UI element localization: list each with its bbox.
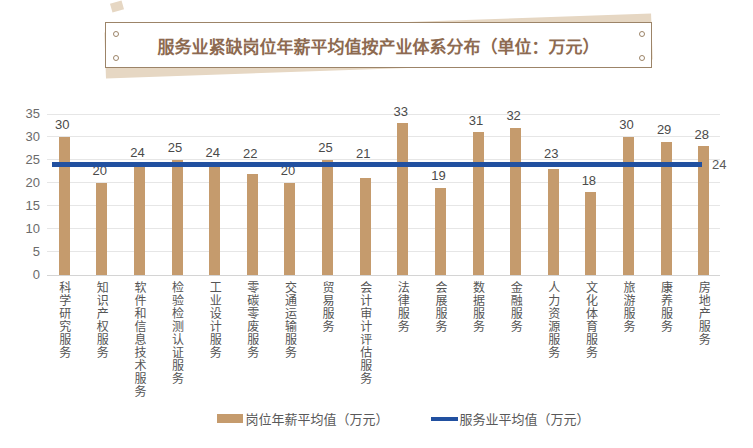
average-line (52, 162, 702, 166)
bar-知识产权服务 (96, 183, 107, 275)
x-axis-line (47, 275, 720, 276)
bar-value-label: 25 (155, 140, 195, 155)
average-line-value-label: 24 (712, 157, 726, 172)
x-axis-category-label: 文化体育服务 (584, 281, 596, 359)
bar-人力资源服务 (548, 169, 559, 275)
legend: 岗位年薪平均值（万元） 服务业平均值（万元） (66, 409, 741, 428)
bar-value-label: 29 (644, 122, 684, 137)
bar-value-label: 22 (230, 146, 270, 161)
legend-item: 岗位年薪平均值（万元） (217, 409, 388, 428)
bar-科学研究服务 (59, 137, 70, 275)
gridline (47, 136, 720, 137)
legend-bar-swatch (217, 414, 243, 423)
legend-label: 岗位年薪平均值（万元） (245, 409, 388, 428)
legend-line-swatch (431, 417, 458, 421)
bar-value-label: 18 (569, 173, 609, 188)
legend-label: 服务业平均值（万元） (460, 409, 590, 428)
bar-value-label: 24 (193, 145, 233, 160)
x-axis-category-label: 科学研究服务 (58, 281, 70, 359)
y-axis-tick-label: 5 (6, 244, 40, 259)
bar-value-label: 28 (682, 127, 722, 142)
bar-贸易服务 (322, 160, 333, 275)
bar-value-label: 30 (607, 117, 647, 132)
x-axis-category-label: 零碳零废服务 (246, 281, 258, 359)
x-axis-category-label: 会计审计评估服务 (359, 281, 371, 385)
gridline (47, 205, 720, 206)
bar-value-label: 23 (531, 146, 571, 161)
bar-交通运输服务 (284, 183, 295, 275)
bar-旅游服务 (623, 137, 634, 275)
x-axis-category-label: 金融服务 (509, 281, 521, 333)
y-axis-tick-label: 10 (6, 221, 40, 236)
bar-软件和信息技术服务 (134, 165, 145, 275)
x-axis-category-label: 人力资源服务 (547, 281, 559, 359)
x-axis-category-label: 检验检测认证服务 (171, 281, 183, 385)
bar-会计审计评估服务 (360, 178, 371, 274)
bar-chart: 0510152025303530科学研究服务20知识产权服务24软件和信息技术服… (0, 0, 753, 448)
legend-item: 服务业平均值（万元） (431, 409, 590, 428)
bar-金融服务 (510, 128, 521, 275)
x-axis-category-label: 交通运输服务 (283, 281, 295, 359)
bar-法律服务 (397, 123, 408, 275)
x-axis-category-label: 房地产服务 (697, 281, 709, 346)
x-axis-category-label: 法律服务 (396, 281, 408, 333)
bar-value-label: 25 (306, 140, 346, 155)
y-axis-tick-label: 35 (6, 106, 40, 121)
gridline (47, 182, 720, 183)
x-axis-category-label: 数据服务 (472, 281, 484, 333)
bar-value-label: 21 (343, 146, 383, 161)
x-axis-category-label: 知识产权服务 (95, 281, 107, 359)
y-axis-tick-label: 30 (6, 129, 40, 144)
x-axis-category-label: 会展服务 (434, 281, 446, 333)
bar-value-label: 24 (117, 145, 157, 160)
gridline (47, 228, 720, 229)
x-axis-category-label: 康养服务 (660, 281, 672, 333)
bar-零碳零废服务 (247, 174, 258, 275)
bar-value-label: 33 (381, 104, 421, 119)
x-axis-category-label: 工业设计服务 (208, 281, 220, 359)
x-axis-category-label: 软件和信息技术服务 (133, 281, 145, 398)
bar-value-label: 19 (418, 168, 458, 183)
bar-工业设计服务 (209, 165, 220, 275)
y-axis-tick-label: 0 (6, 267, 40, 282)
y-axis-tick-label: 20 (6, 175, 40, 190)
x-axis-category-label: 旅游服务 (622, 281, 634, 333)
bar-value-label: 31 (456, 113, 496, 128)
bar-检验检测认证服务 (172, 160, 183, 275)
page: 服务业紧缺岗位年薪平均值按产业体系分布（单位：万元） 0510152025303… (0, 0, 753, 448)
bar-会展服务 (435, 188, 446, 275)
bar-value-label: 30 (42, 117, 82, 132)
bar-value-label: 32 (494, 108, 534, 123)
gridline (47, 251, 720, 252)
y-axis-tick-label: 15 (6, 198, 40, 213)
y-axis-tick-label: 25 (6, 152, 40, 167)
x-axis-category-label: 贸易服务 (321, 281, 333, 333)
bar-数据服务 (473, 132, 484, 274)
bar-文化体育服务 (585, 192, 596, 275)
